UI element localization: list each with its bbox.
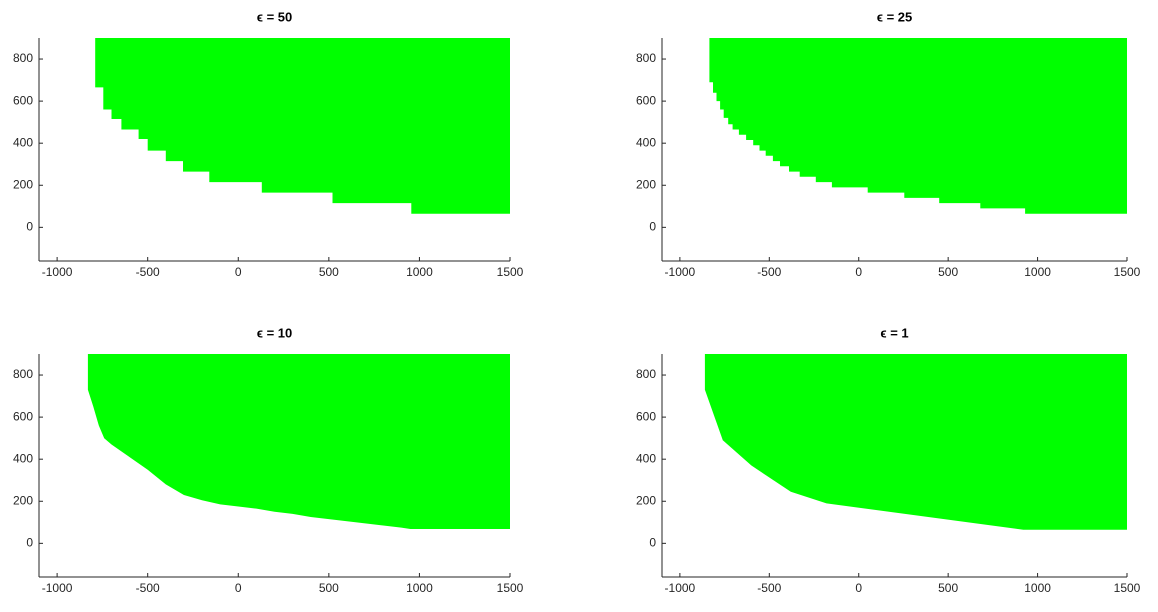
chart-title: ϵ = 25 [877,9,913,24]
x-tick-label: -1000 [42,265,73,279]
y-tick-label: 0 [649,220,656,234]
x-tick-label: -500 [757,581,781,595]
chart-title: ϵ = 50 [257,9,293,24]
y-tick-label: 800 [13,51,33,65]
x-tick-label: -500 [136,265,160,279]
x-tick-label: -500 [136,581,160,595]
x-tick-label: 1500 [1114,265,1141,279]
y-tick-label: 600 [636,409,656,423]
y-tick-label: 200 [636,177,656,191]
y-tick-label: 800 [13,367,33,381]
y-tick-label: 600 [636,93,656,107]
feasible-region [709,38,1127,214]
x-tick-label: 1500 [497,265,524,279]
x-tick-label: 0 [855,581,862,595]
y-tick-label: 400 [636,451,656,465]
feasible-region [87,354,511,529]
chart-title: ϵ = 10 [257,325,293,340]
x-tick-label: -1000 [665,581,696,595]
y-tick-label: 200 [636,493,656,507]
x-tick-label: 1000 [406,581,433,595]
y-tick-label: 400 [13,451,33,465]
x-tick-label: 1500 [1114,581,1141,595]
x-tick-label: 1000 [1024,581,1051,595]
x-tick-label: 1000 [406,265,433,279]
y-tick-label: 0 [26,536,33,550]
x-tick-label: 500 [938,265,958,279]
y-tick-label: 600 [13,93,33,107]
x-tick-label: 500 [319,581,339,595]
y-tick-label: 0 [649,536,656,550]
x-tick-label: -1000 [665,265,696,279]
chart-title: ϵ = 1 [880,325,908,340]
y-tick-label: 0 [26,220,33,234]
x-tick-label: 1500 [497,581,524,595]
y-tick-label: 400 [13,135,33,149]
y-tick-label: 800 [636,51,656,65]
y-tick-label: 600 [13,409,33,423]
x-tick-label: -500 [757,265,781,279]
x-tick-label: 500 [319,265,339,279]
x-tick-label: 0 [235,581,242,595]
y-tick-label: 200 [13,177,33,191]
y-tick-label: 200 [13,493,33,507]
feasible-region [95,38,510,214]
x-tick-label: 1000 [1024,265,1051,279]
y-tick-label: 800 [636,367,656,381]
feasible-region [704,354,1127,530]
x-tick-label: 500 [938,581,958,595]
x-tick-label: 0 [235,265,242,279]
y-tick-label: 400 [636,135,656,149]
x-tick-label: 0 [855,265,862,279]
x-tick-label: -1000 [42,581,73,595]
